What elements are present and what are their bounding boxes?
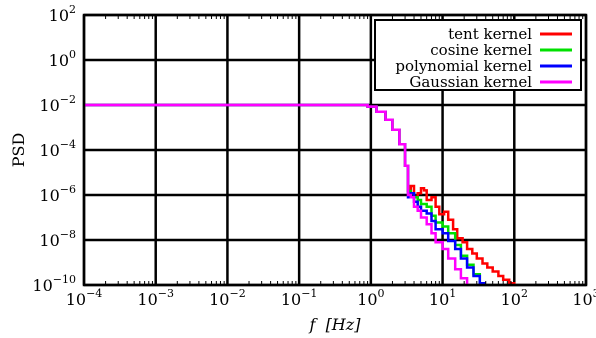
x-tick-label: 102 xyxy=(501,287,528,309)
legend-label: cosine kernel xyxy=(430,41,532,59)
y-tick-label: 10−8 xyxy=(39,228,76,250)
y-tick-label: 10−10 xyxy=(32,273,76,295)
x-axis-label-var: f xyxy=(309,315,319,334)
legend-label: tent kernel xyxy=(448,25,532,43)
y-tick-label: 100 xyxy=(49,48,76,70)
legend-label: polynomial kernel xyxy=(395,57,532,75)
x-tick-label: 10−1 xyxy=(281,287,318,309)
y-axis-ticks: 10−10 10−8 10−6 10−4 10−2 100 102 xyxy=(32,3,76,295)
x-tick-label: 103 xyxy=(572,287,596,309)
x-tick-label: 10−2 xyxy=(209,287,246,309)
legend-label: Gaussian kernel xyxy=(409,73,532,91)
plot-series xyxy=(84,103,516,285)
plot-frame xyxy=(82,13,588,287)
series-line-gaussian-kernel xyxy=(84,103,469,285)
x-tick-label: 101 xyxy=(429,287,456,309)
x-tick-label: 10−3 xyxy=(137,287,174,309)
x-tick-label: 100 xyxy=(357,287,384,309)
x-axis-label: f [Hz] xyxy=(309,315,362,334)
y-tick-label: 10−6 xyxy=(39,183,76,205)
y-tick-label: 10−2 xyxy=(39,93,76,115)
y-tick-label: 10−4 xyxy=(39,138,76,160)
legend-box xyxy=(374,19,582,91)
x-tick-label: 10−4 xyxy=(66,287,103,309)
y-axis-label: PSD xyxy=(9,133,28,168)
x-axis-label-unit: [Hz] xyxy=(326,315,362,334)
y-tick-label: 102 xyxy=(49,3,76,25)
x-axis-ticks: 10−4 10−3 10−2 10−1 100 101 102 103 xyxy=(66,15,596,309)
